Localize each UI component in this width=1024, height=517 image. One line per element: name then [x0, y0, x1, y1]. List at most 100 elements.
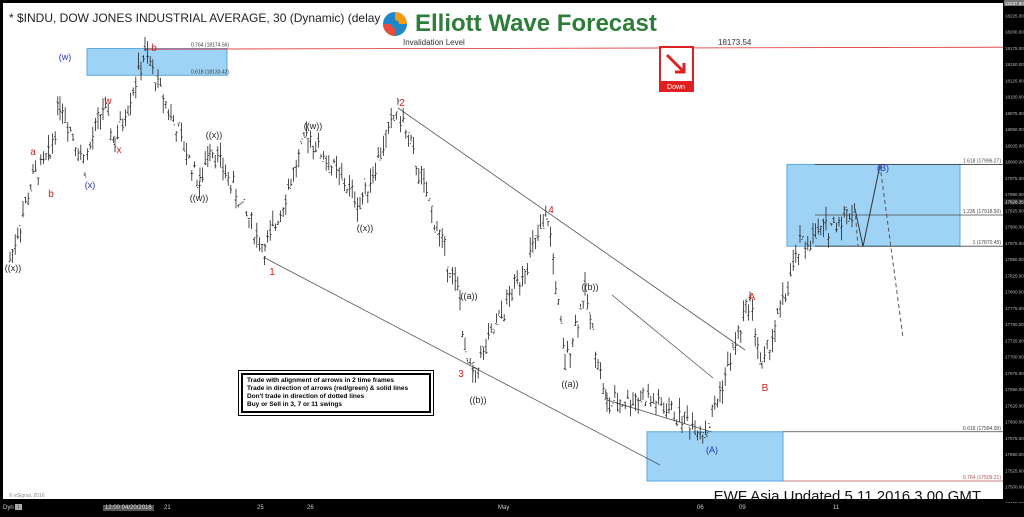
ohlc-bar: [86, 148, 89, 161]
ohlc-bar: [641, 387, 645, 401]
ohlc-bar: [801, 236, 804, 240]
y-tick-label: 18100.00: [1005, 95, 1024, 100]
ohlc-bar: [621, 404, 624, 407]
ohlc-bar: [438, 229, 441, 247]
y-tick-label: 17975.00: [1005, 176, 1024, 181]
ohlc-bar: [374, 162, 377, 181]
trading-rules-note: Trade with alignment of arrows in 2 time…: [238, 370, 434, 416]
ohlc-bar: [789, 263, 792, 277]
ohlc-bar: [659, 397, 663, 406]
ohlc-bar: [116, 124, 119, 140]
ohlc-bar: [292, 167, 295, 182]
ohlc-bar: [232, 170, 235, 184]
ohlc-bar: [324, 155, 328, 171]
ohlc-bar: [305, 121, 308, 138]
ohlc-bar: [91, 126, 95, 150]
ohlc-bar: [588, 312, 592, 330]
ohlc-bar: [363, 178, 367, 195]
ohlc-bar: [583, 271, 587, 296]
ohlc-bar: [571, 337, 575, 348]
ohlc-bar: [731, 343, 735, 350]
fib-label: 1.618 (17996.27): [963, 158, 1001, 164]
ohlc-bar: [829, 222, 833, 226]
ohlc-bar: [683, 411, 686, 424]
ohlc-bar: [182, 141, 186, 152]
dyn-label: Dyn: [3, 505, 14, 511]
ohlc-bar: [335, 155, 338, 179]
ohlc-bar: [463, 337, 467, 353]
logo-icon: [383, 12, 407, 36]
down-arrow-icon: [665, 53, 686, 74]
ohlc-bar: [294, 159, 298, 178]
ohlc-bar: [263, 256, 266, 266]
ohlc-bar: [361, 192, 364, 205]
ohlc-bar: [297, 149, 301, 168]
time-label: 11: [833, 505, 840, 511]
ohlc-bar: [389, 108, 393, 129]
ohlc-bar: [798, 225, 802, 243]
ohlc-bar: [284, 194, 288, 216]
ohlc-bar: [814, 223, 817, 239]
ohlc-bar: [781, 282, 785, 305]
chart-plot-area[interactable]: 0.764 (18174.56) 0.618 (18133.42) 1.618 (1…: [3, 3, 1004, 505]
ohlc-bar: [47, 134, 50, 161]
ohlc-bar: [76, 148, 80, 162]
y-tick-label: 17700.00: [1005, 355, 1024, 360]
time-label: 25: [257, 505, 264, 511]
down-signal-icon: Down: [659, 46, 694, 92]
ohlc-bar: [309, 130, 312, 148]
price-axis[interactable]: 18237.60 18225.00 18200.00 18175.00 18150.00…: [1004, 0, 1024, 503]
ohlc-bar: [670, 400, 673, 411]
ohlc-bar: [816, 218, 820, 235]
invalidation-value: 18173.54: [718, 38, 752, 47]
wave-label: ((w)): [190, 193, 209, 203]
time-label: 12:00 04/20/2016: [103, 505, 154, 511]
ohlc-bar: [198, 167, 202, 183]
ohlc-bar: [88, 141, 92, 150]
dyn-button[interactable]: ↓: [15, 504, 22, 510]
ohlc-bar: [771, 329, 774, 353]
ohlc-bar: [384, 129, 388, 149]
time-label: 21: [164, 505, 171, 511]
time-label: 06: [697, 505, 704, 511]
ohlc-bar: [11, 249, 14, 263]
ohlc-bar: [24, 196, 27, 204]
ohlc-bar: [260, 244, 264, 253]
ohlc-bar: [751, 298, 754, 321]
ohlc-bar: [8, 251, 12, 263]
wave-label: 4: [548, 205, 554, 216]
ohlc-bar: [811, 222, 815, 244]
y-tick-label: 17575.00: [1005, 436, 1024, 441]
ohlc-bar: [708, 423, 711, 428]
ohlc-bar: [448, 272, 452, 278]
ohlc-bar: [574, 314, 577, 326]
ohlc-bar: [824, 206, 828, 231]
ohlc-bar: [281, 207, 285, 217]
ohlc-bar: [13, 234, 17, 255]
ohlc-bar: [245, 210, 248, 217]
y-tick-label: 17500.00: [1005, 485, 1024, 490]
ohlc-bar: [19, 225, 22, 243]
ohlc-bar: [657, 388, 660, 405]
ohlc-bar: [104, 96, 107, 109]
wave-label: (A): [706, 445, 718, 455]
ohlc-bar: [276, 220, 280, 226]
ohlc-bar: [848, 213, 851, 222]
ohlc-bar: [387, 121, 390, 134]
ohlc-bar: [151, 59, 155, 75]
time-label: 26: [307, 505, 314, 511]
wave-label: w: [103, 96, 112, 107]
ohlc-bar: [221, 157, 225, 181]
ohlc-bar: [549, 226, 552, 247]
y-tick-label: 17625.00: [1005, 403, 1024, 408]
time-axis[interactable]: Dyn ↓ 12:00 04/20/2016 21 25 26 May 06 0…: [0, 503, 1024, 517]
ohlc-bar: [539, 214, 542, 229]
ohlc-bar: [161, 94, 165, 114]
ohlc-bar: [809, 240, 812, 252]
ohlc-bar: [306, 138, 310, 154]
invalidation-label: Invalidation Level: [403, 38, 465, 47]
ohlc-bar: [705, 432, 709, 438]
ohlc-bar: [562, 337, 565, 349]
ohlc-bar: [626, 389, 630, 399]
ohlc-bar: [414, 165, 418, 176]
